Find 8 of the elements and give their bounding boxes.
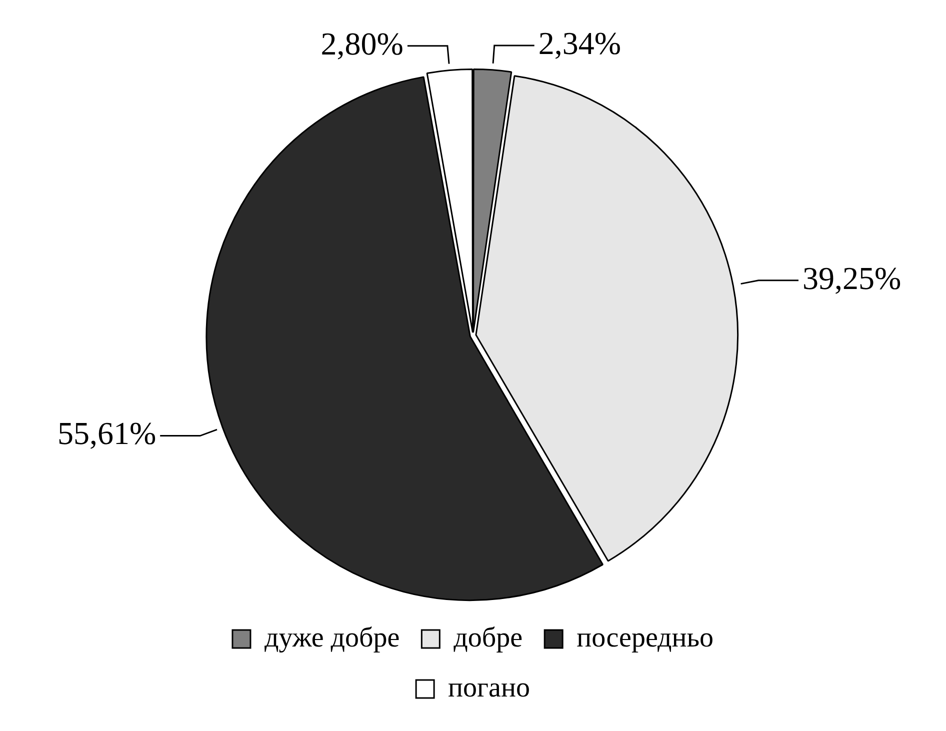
data-label: 39,25% <box>802 260 902 296</box>
legend-label: погано <box>448 672 530 704</box>
legend-label: посередньо <box>576 622 714 654</box>
legend-label: дуже добре <box>264 622 400 654</box>
legend-label: добре <box>454 622 523 654</box>
data-label: 2,34% <box>538 24 622 61</box>
data-label: 55,61% <box>57 415 156 452</box>
data-label: 2,80% <box>320 25 404 62</box>
